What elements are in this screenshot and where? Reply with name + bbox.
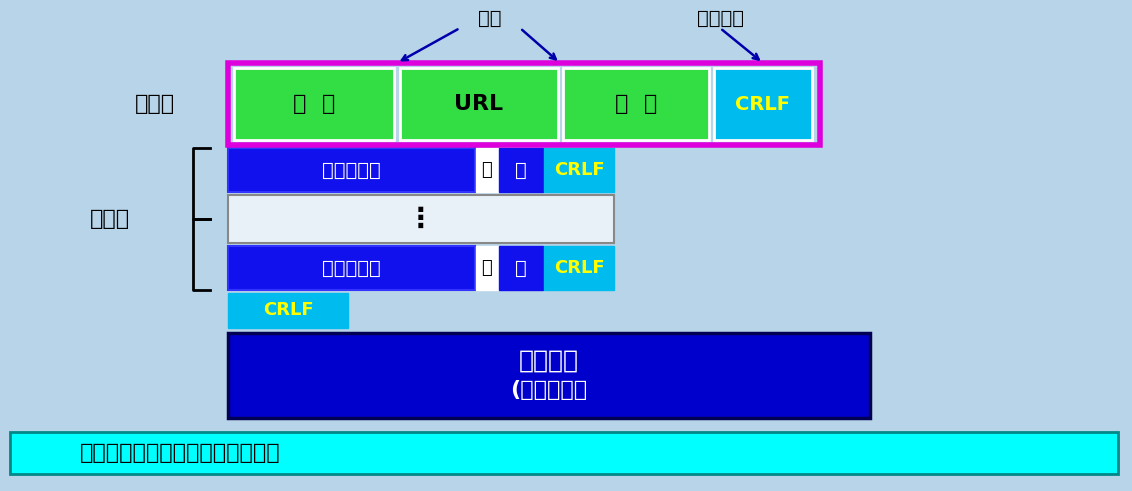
Text: 首部字段名: 首部字段名 xyxy=(321,161,380,180)
Text: CRLF: CRLF xyxy=(554,259,604,277)
Text: CRLF: CRLF xyxy=(263,301,314,319)
FancyBboxPatch shape xyxy=(499,246,543,290)
FancyBboxPatch shape xyxy=(228,333,871,418)
Text: 空格: 空格 xyxy=(478,8,501,27)
Text: (通常不用）: (通常不用） xyxy=(511,380,588,400)
Text: ⋮: ⋮ xyxy=(408,205,435,233)
Text: 值: 值 xyxy=(515,258,526,277)
FancyBboxPatch shape xyxy=(563,68,709,140)
Text: 首部字段名: 首部字段名 xyxy=(321,258,380,277)
FancyBboxPatch shape xyxy=(10,432,1118,474)
FancyBboxPatch shape xyxy=(499,148,543,192)
FancyBboxPatch shape xyxy=(544,148,614,192)
FancyBboxPatch shape xyxy=(234,68,394,140)
FancyBboxPatch shape xyxy=(475,148,498,192)
Text: 版  本: 版 本 xyxy=(615,94,657,114)
FancyBboxPatch shape xyxy=(400,68,558,140)
FancyBboxPatch shape xyxy=(714,68,812,140)
FancyBboxPatch shape xyxy=(228,246,475,290)
Text: 方  法: 方 法 xyxy=(293,94,335,114)
Text: CRLF: CRLF xyxy=(554,161,604,179)
FancyBboxPatch shape xyxy=(228,148,475,192)
Text: 请求行: 请求行 xyxy=(135,94,175,114)
FancyBboxPatch shape xyxy=(228,195,614,243)
Text: 首部行: 首部行 xyxy=(89,209,130,229)
Text: ：: ： xyxy=(481,259,492,277)
Text: 值: 值 xyxy=(515,161,526,180)
FancyBboxPatch shape xyxy=(475,246,498,290)
FancyBboxPatch shape xyxy=(544,246,614,290)
Text: 实体主体: 实体主体 xyxy=(518,349,578,373)
Text: 回车换行: 回车换行 xyxy=(696,8,744,27)
Text: URL: URL xyxy=(454,94,504,114)
Text: 在请求报文中，开始行是请求行。: 在请求报文中，开始行是请求行。 xyxy=(80,443,281,463)
Text: ：: ： xyxy=(481,161,492,179)
FancyBboxPatch shape xyxy=(228,293,348,328)
Text: CRLF: CRLF xyxy=(736,94,790,113)
